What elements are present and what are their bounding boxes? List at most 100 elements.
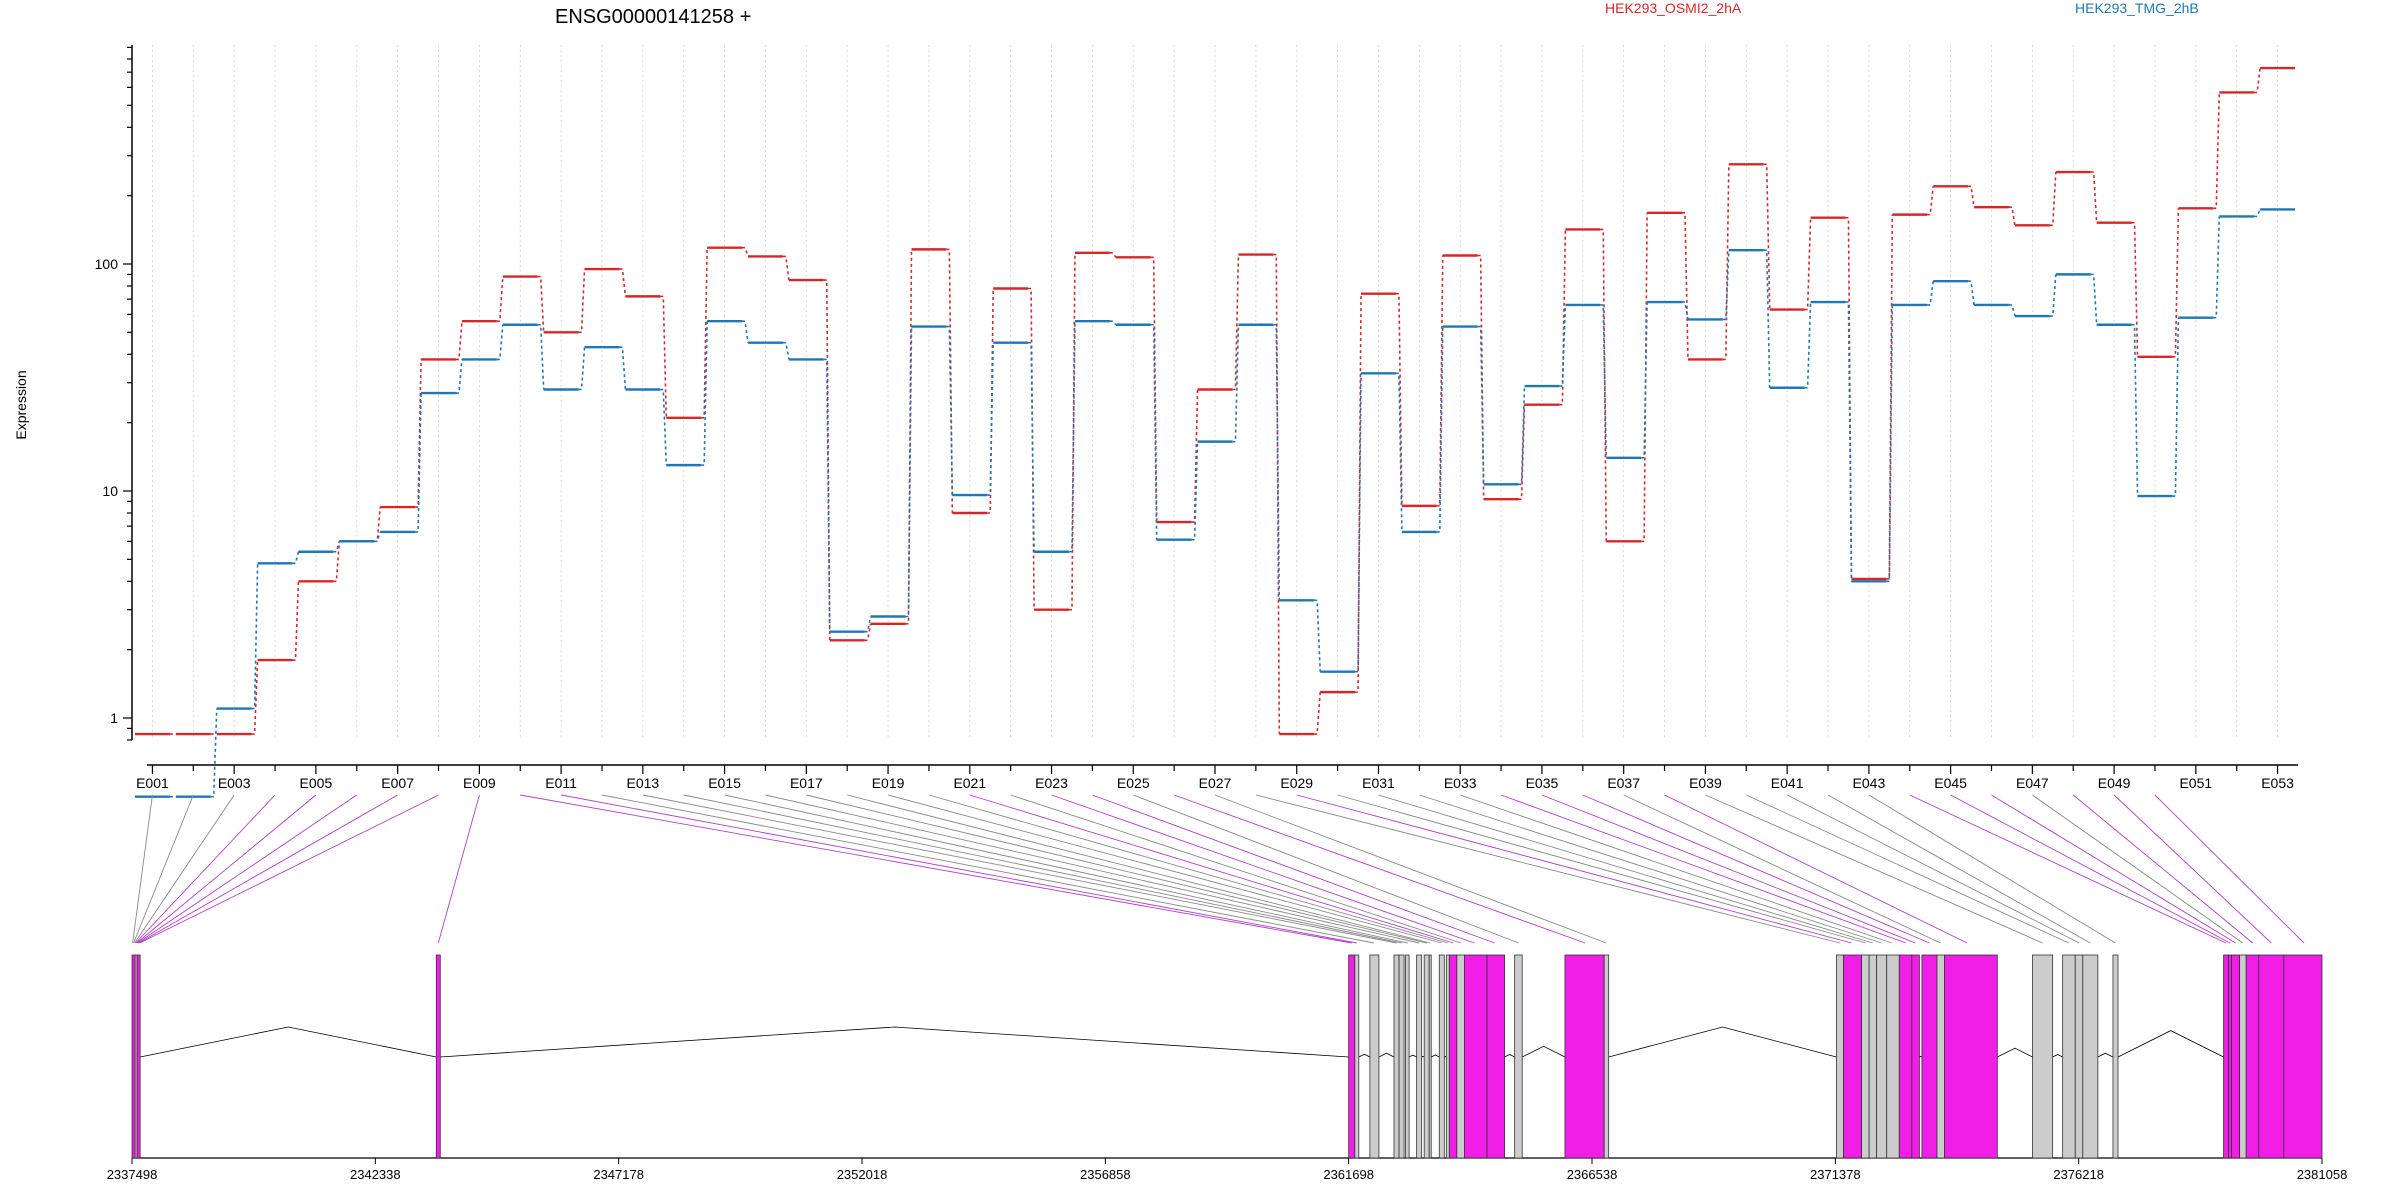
series-connector — [251, 563, 259, 710]
series-connector — [1927, 281, 1934, 306]
series-connector — [1395, 372, 1403, 532]
coordinate-label: 2371378 — [1810, 1167, 1861, 1182]
series-connector — [2254, 209, 2261, 218]
exon-link — [887, 794, 1442, 944]
intron-line — [1358, 1053, 1371, 1058]
coordinate-label: 2356858 — [1080, 1167, 1131, 1182]
x-tick-label: E001 — [136, 775, 169, 791]
exon-block — [2032, 954, 2054, 1159]
exon-block — [1836, 954, 1844, 1159]
series-connector — [1968, 185, 1975, 208]
exon-block — [2258, 954, 2285, 1159]
intron-line — [1408, 1054, 1417, 1058]
exon-link — [928, 794, 1448, 944]
series-connector — [1191, 441, 1199, 541]
exon-block — [1354, 954, 1360, 1159]
series-connector — [1886, 214, 1894, 580]
series-connector — [1232, 324, 1240, 443]
series-connector — [823, 279, 831, 641]
series-connector — [2172, 317, 2180, 497]
exon-block — [1438, 954, 1445, 1159]
series-connector — [374, 531, 381, 543]
series-connector — [537, 323, 545, 390]
exon-block — [2074, 954, 2084, 1159]
exon-link — [2113, 794, 2272, 944]
exon-link — [642, 794, 1397, 944]
exon-block — [1416, 954, 1423, 1159]
series-connector — [905, 326, 913, 618]
exon-link — [1051, 794, 1475, 944]
x-tick-label: E003 — [218, 775, 251, 791]
series-connector — [1681, 212, 1689, 360]
series-connector — [905, 249, 913, 625]
series-connector — [1068, 321, 1076, 553]
series-connector — [2131, 323, 2139, 497]
intron-line — [2097, 1052, 2114, 1058]
series-connector — [2008, 206, 2016, 226]
exon-link — [2154, 794, 2305, 944]
series-connector — [251, 660, 259, 735]
exon-link — [1500, 794, 1906, 944]
series-connector — [1314, 692, 1321, 735]
series-connector — [1641, 302, 1648, 459]
series-connector — [496, 276, 504, 322]
series-connector — [2131, 221, 2139, 357]
intron-line — [1421, 1055, 1425, 1058]
series-connector — [782, 255, 790, 281]
exon-block — [1486, 954, 1506, 1159]
exon-link — [1868, 794, 2116, 944]
exon-link — [1092, 794, 1495, 944]
exon-link — [601, 794, 1374, 944]
series-connector — [2049, 172, 2057, 227]
exon-link — [1827, 794, 2091, 944]
x-tick-label: E013 — [626, 775, 659, 791]
exon-block — [1936, 954, 1945, 1159]
exon-block — [1405, 954, 1410, 1159]
series-connector — [1804, 217, 1812, 311]
exon-link — [1173, 794, 1586, 944]
series-connector — [1109, 320, 1117, 326]
exon-block — [1886, 954, 1900, 1159]
series-connector — [1886, 304, 1894, 583]
series-connector — [1927, 186, 1934, 216]
intron-line — [1378, 1052, 1395, 1058]
series-connector — [2008, 304, 2016, 317]
exon-link — [1991, 794, 2236, 944]
intron-line — [1608, 1026, 1837, 1058]
x-tick-label: E021 — [953, 775, 986, 791]
series-1 — [135, 66, 2295, 736]
series-connector — [1559, 304, 1567, 387]
x-tick-label: E051 — [2179, 775, 2212, 791]
exon-block — [1369, 954, 1380, 1159]
coordinate-label: 2337498 — [107, 1167, 158, 1182]
series-connector — [946, 248, 954, 514]
series-connector — [292, 581, 300, 661]
intron-line — [140, 1026, 437, 1058]
x-tick-label: E019 — [872, 775, 905, 791]
exon-link — [724, 794, 1408, 944]
exon-link — [1664, 794, 1968, 944]
exon-link — [134, 794, 235, 944]
series-connector — [292, 551, 300, 565]
coordinate-label: 2366538 — [1567, 1167, 1618, 1182]
exon-block — [1921, 954, 1938, 1159]
series-connector — [1436, 255, 1444, 507]
series-connector — [619, 268, 627, 297]
axes: 1 10 100 E001 E003 E005 E007 E009 E011 E013 E015 E0… — [95, 45, 2298, 791]
series-connector — [578, 269, 586, 334]
series-connector — [1845, 301, 1853, 582]
series-layer — [135, 66, 2295, 798]
exon-block — [136, 954, 141, 1159]
intron-line — [1504, 1054, 1515, 1058]
series-connector — [210, 708, 218, 798]
x-tick-label: E011 — [545, 775, 577, 791]
series-connector — [1477, 254, 1485, 500]
exon-block — [1428, 954, 1432, 1159]
x-tick-label: E007 — [381, 775, 414, 791]
series-connector — [1150, 323, 1158, 540]
x-tick-label: E047 — [2016, 775, 2049, 791]
series-connector — [1273, 323, 1281, 601]
gene-model: 2337498 2342338 2347178 2352018 2356858 23616… — [107, 954, 2347, 1182]
exon-link — [969, 794, 1454, 944]
series-connector — [2254, 67, 2261, 94]
